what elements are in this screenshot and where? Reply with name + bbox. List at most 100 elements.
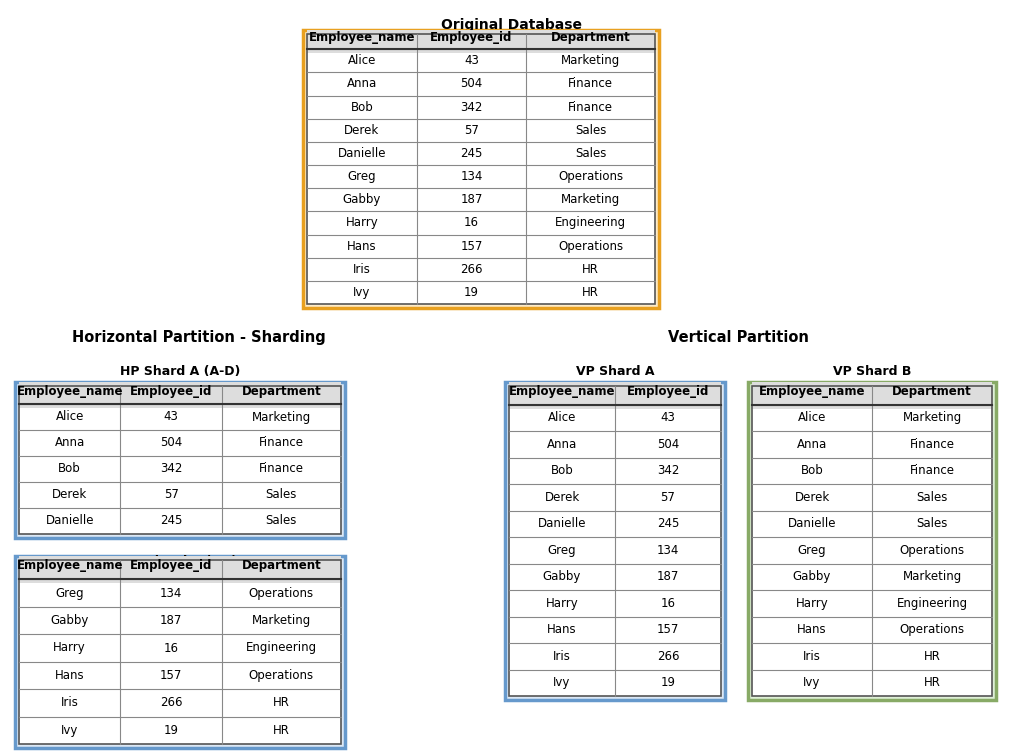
Text: 187: 187 bbox=[657, 570, 680, 584]
Text: Finance: Finance bbox=[568, 101, 613, 113]
Text: Department: Department bbox=[551, 31, 631, 44]
Bar bbox=[752, 382, 992, 409]
Text: Hans: Hans bbox=[55, 669, 85, 682]
Text: Operations: Operations bbox=[558, 240, 623, 252]
Text: 16: 16 bbox=[660, 597, 676, 610]
Text: HR: HR bbox=[924, 676, 940, 689]
Text: Alice: Alice bbox=[55, 411, 84, 424]
Text: Marketing: Marketing bbox=[902, 412, 962, 424]
Bar bbox=[307, 30, 655, 53]
Text: 342: 342 bbox=[460, 101, 482, 113]
Bar bbox=[303, 30, 659, 308]
Text: Operations: Operations bbox=[558, 170, 623, 183]
Text: 157: 157 bbox=[160, 669, 182, 682]
Text: 342: 342 bbox=[160, 463, 182, 475]
Text: HR: HR bbox=[273, 724, 290, 737]
Bar bbox=[15, 556, 345, 748]
Text: Iris: Iris bbox=[353, 263, 371, 276]
Text: Employee_name: Employee_name bbox=[16, 559, 123, 572]
Text: Engineering: Engineering bbox=[896, 597, 968, 610]
Text: HR: HR bbox=[924, 650, 940, 662]
Bar bbox=[19, 386, 341, 534]
Bar bbox=[19, 560, 341, 744]
Text: Employee_id: Employee_id bbox=[130, 559, 213, 572]
Text: Marketing: Marketing bbox=[251, 614, 311, 627]
Text: 157: 157 bbox=[657, 623, 680, 636]
Text: Department: Department bbox=[892, 385, 972, 398]
Text: Harry: Harry bbox=[345, 216, 378, 229]
Text: Sales: Sales bbox=[575, 124, 606, 137]
Text: Operations: Operations bbox=[899, 623, 965, 636]
Text: HR: HR bbox=[583, 263, 599, 276]
Bar bbox=[748, 382, 996, 700]
Text: Danielle: Danielle bbox=[538, 517, 587, 530]
Text: Sales: Sales bbox=[917, 517, 947, 530]
Text: 266: 266 bbox=[460, 263, 482, 276]
Text: Department: Department bbox=[241, 559, 321, 572]
Text: Sales: Sales bbox=[266, 488, 297, 502]
Text: 16: 16 bbox=[164, 641, 179, 655]
Text: Derek: Derek bbox=[52, 488, 87, 502]
Text: HP Shard A (A-D): HP Shard A (A-D) bbox=[120, 365, 240, 378]
Text: Bob: Bob bbox=[58, 463, 81, 475]
Bar bbox=[19, 556, 341, 584]
Text: 245: 245 bbox=[160, 514, 182, 527]
Text: 19: 19 bbox=[164, 724, 179, 737]
Text: Derek: Derek bbox=[545, 490, 579, 504]
Bar bbox=[15, 382, 345, 538]
Text: Greg: Greg bbox=[798, 544, 827, 556]
Text: VP Shard A: VP Shard A bbox=[575, 365, 654, 378]
Text: Ivy: Ivy bbox=[354, 286, 371, 299]
Text: Marketing: Marketing bbox=[561, 54, 620, 68]
Text: Harry: Harry bbox=[53, 641, 86, 655]
Text: Iris: Iris bbox=[553, 650, 571, 662]
Text: Alice: Alice bbox=[548, 412, 576, 424]
Text: Sales: Sales bbox=[917, 490, 947, 504]
Text: 504: 504 bbox=[160, 436, 182, 450]
Text: Hans: Hans bbox=[797, 623, 827, 636]
Text: Anna: Anna bbox=[797, 438, 827, 451]
Text: Marketing: Marketing bbox=[251, 411, 311, 424]
Bar bbox=[307, 34, 655, 304]
Text: Finance: Finance bbox=[568, 77, 613, 90]
Text: Bob: Bob bbox=[351, 101, 373, 113]
Text: Horizontal Partition - Sharding: Horizontal Partition - Sharding bbox=[72, 330, 326, 345]
Text: 245: 245 bbox=[657, 517, 680, 530]
Text: 43: 43 bbox=[464, 54, 479, 68]
Text: Hans: Hans bbox=[347, 240, 377, 252]
Bar bbox=[752, 386, 992, 696]
Text: Gabby: Gabby bbox=[342, 193, 381, 207]
Bar bbox=[509, 386, 721, 696]
Text: Harry: Harry bbox=[546, 597, 578, 610]
Bar bbox=[19, 560, 341, 744]
Text: 134: 134 bbox=[460, 170, 482, 183]
Text: Ivy: Ivy bbox=[803, 676, 821, 689]
Text: Employee_id: Employee_id bbox=[430, 31, 513, 44]
Bar bbox=[19, 386, 341, 534]
Text: Ivy: Ivy bbox=[61, 724, 79, 737]
Text: 342: 342 bbox=[657, 464, 680, 477]
Text: Sales: Sales bbox=[575, 147, 606, 160]
Text: Finance: Finance bbox=[910, 438, 955, 451]
Text: Bob: Bob bbox=[551, 464, 573, 477]
Text: 504: 504 bbox=[657, 438, 680, 451]
Text: 19: 19 bbox=[464, 286, 479, 299]
Text: 266: 266 bbox=[159, 696, 182, 710]
Text: 57: 57 bbox=[464, 124, 479, 137]
Text: 57: 57 bbox=[164, 488, 179, 502]
Bar bbox=[509, 386, 721, 696]
Bar bbox=[19, 382, 341, 408]
Bar bbox=[752, 386, 992, 696]
Text: Original Database: Original Database bbox=[440, 18, 582, 32]
Text: Alice: Alice bbox=[798, 412, 826, 424]
Text: Bob: Bob bbox=[800, 464, 824, 477]
Text: Danielle: Danielle bbox=[45, 514, 94, 527]
Text: Operations: Operations bbox=[249, 669, 314, 682]
Text: HR: HR bbox=[583, 286, 599, 299]
Text: Employee_id: Employee_id bbox=[626, 385, 709, 398]
Text: Department: Department bbox=[241, 385, 321, 397]
Text: Derek: Derek bbox=[344, 124, 379, 137]
Text: 16: 16 bbox=[464, 216, 479, 229]
Text: Finance: Finance bbox=[910, 464, 955, 477]
Text: Operations: Operations bbox=[249, 587, 314, 599]
